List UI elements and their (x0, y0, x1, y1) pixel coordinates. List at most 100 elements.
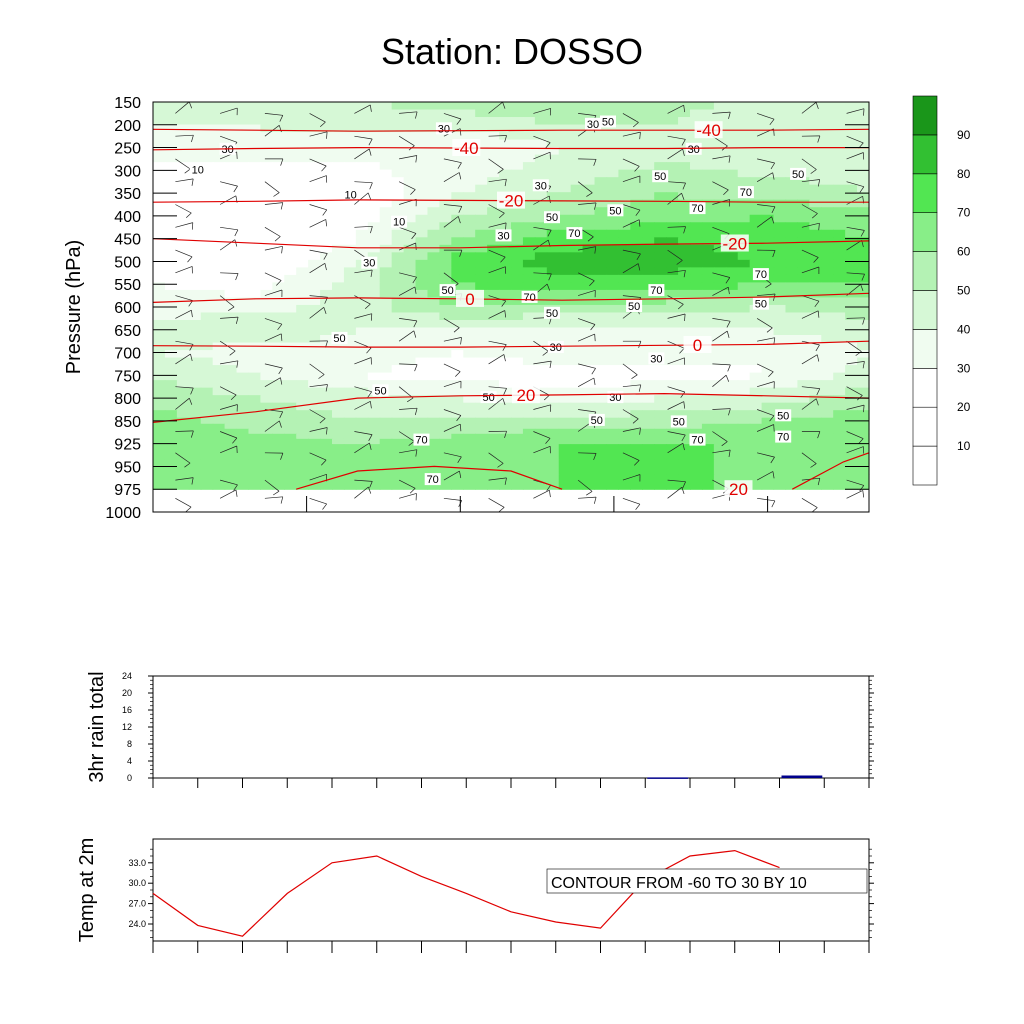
rh-cell (642, 259, 655, 268)
rh-cell (475, 252, 488, 261)
rh-cell (761, 229, 775, 238)
wind-barb-feather (326, 427, 328, 435)
rh-cell (475, 222, 488, 231)
rh-cell (857, 327, 870, 336)
rh-cell (248, 147, 261, 156)
rh-cell (308, 199, 321, 208)
rh-cell (749, 372, 763, 381)
rh-cell (224, 214, 238, 223)
rh-cell (487, 237, 500, 246)
rh-cell (320, 132, 333, 141)
rh-cell (546, 237, 560, 246)
rh-cell (785, 192, 798, 201)
rh-cell (642, 335, 655, 344)
rh-cell (654, 109, 667, 118)
rh-cell (582, 423, 596, 430)
rh-cell (737, 350, 751, 359)
rain-bar (647, 777, 689, 779)
rh-cell (320, 444, 333, 460)
rh-cell (475, 444, 488, 460)
rh-cell (379, 267, 393, 276)
wind-barb (801, 398, 817, 410)
rh-cell (606, 444, 619, 460)
wind-barb (578, 452, 597, 454)
rh-cell (332, 438, 345, 445)
wind-barb (443, 158, 462, 164)
rh-cell (224, 282, 238, 291)
rh-cell (690, 417, 703, 425)
wind-barb (354, 148, 370, 160)
rh-cell (809, 312, 822, 321)
rh-cell (761, 319, 775, 329)
rh-cell (666, 319, 679, 329)
rh-cell (511, 312, 524, 321)
rh-contour-label: 50 (602, 117, 614, 129)
rh-cell (511, 222, 524, 231)
rh-cell (666, 214, 679, 223)
rh-cell (821, 365, 834, 374)
rh-contour-label: 70 (568, 228, 580, 240)
rh-cell (332, 350, 345, 359)
rh-cell (809, 259, 822, 268)
rh-label-bg (585, 117, 601, 130)
rh-cell (248, 289, 261, 299)
rh-cell (737, 102, 751, 111)
rh-cell (296, 423, 309, 430)
rh-cell (343, 319, 357, 329)
wind-barb (220, 360, 238, 365)
rh-cell (594, 444, 608, 460)
rh-cell (164, 289, 178, 299)
rh-cell (713, 102, 727, 111)
rh-contour-label: 50 (591, 415, 603, 427)
rh-cell (391, 184, 405, 193)
temperature-contour (152, 128, 870, 132)
rh-cell (343, 139, 357, 148)
rh-cell (248, 177, 261, 186)
rh-cell (606, 402, 619, 411)
rh-cell (701, 222, 715, 231)
colorbar-tick-label: 60 (957, 245, 971, 259)
rh-cell (427, 438, 440, 445)
wind-barb-feather (543, 394, 550, 401)
rh-cell (725, 162, 739, 171)
wind-barb (488, 477, 507, 481)
rh-cell (451, 177, 464, 186)
rh-cell (630, 327, 643, 336)
wind-barb (398, 431, 415, 442)
wind-barb-feather (502, 101, 506, 109)
rh-cell (427, 184, 440, 193)
rh-cell (809, 327, 822, 336)
rh-cell (296, 214, 309, 223)
rh-cell (427, 327, 440, 336)
rh-cell (558, 222, 572, 231)
rh-cell (475, 177, 488, 186)
rh-cell (606, 304, 619, 314)
rh-cell (522, 350, 536, 359)
rh-cell (284, 117, 297, 126)
rh-cell (308, 147, 321, 156)
rh-cell (749, 177, 763, 186)
rh-cell (391, 357, 405, 366)
rh-cell (534, 274, 548, 283)
rh-cell (355, 162, 369, 171)
rh-cell (773, 199, 787, 208)
rh-cell (164, 402, 178, 411)
wind-barb (801, 266, 820, 274)
wind-barb-feather (191, 310, 193, 318)
wind-barb-feather (185, 212, 192, 218)
rh-cell (284, 267, 297, 276)
rh-cell (630, 139, 643, 148)
rh-cell (809, 222, 822, 231)
rh-cell (558, 274, 572, 283)
rh-cell (594, 154, 608, 163)
rh-cell (427, 154, 440, 163)
pressure-tick-label: 350 (114, 186, 141, 203)
rh-cell (690, 267, 703, 276)
rh-cell (296, 312, 309, 321)
rh-cell (594, 402, 608, 411)
temp2m-axis: 24.027.030.033.0 (128, 848, 874, 953)
rh-cell (642, 417, 655, 425)
wind-barb (488, 249, 506, 258)
rh-cell (511, 304, 524, 314)
rh-cell (821, 267, 834, 276)
